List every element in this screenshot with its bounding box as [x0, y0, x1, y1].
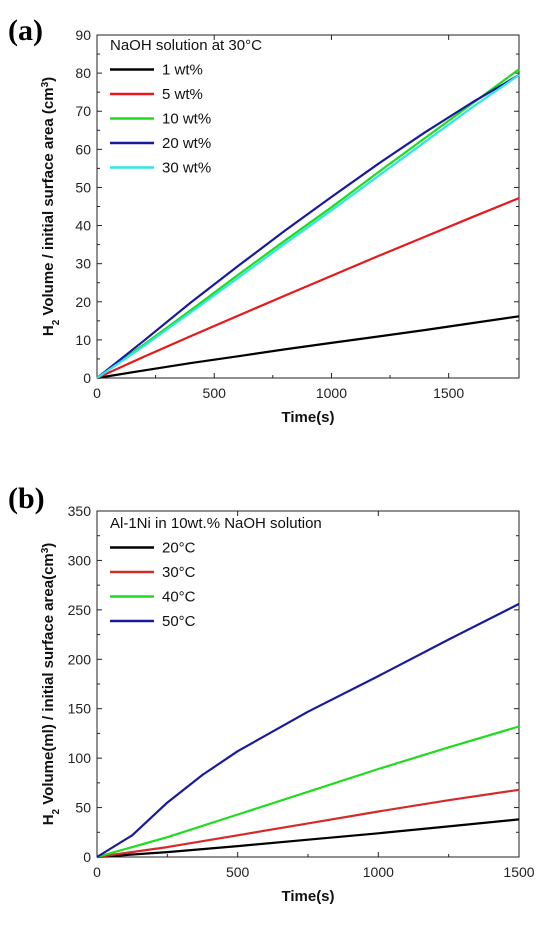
series-line-1 — [96, 818, 520, 859]
series-line-3 — [96, 68, 520, 379]
legend-label: 30°C — [162, 564, 196, 581]
legend-label: 30 wt% — [162, 160, 211, 177]
series-line-5 — [96, 74, 520, 379]
x-axis-title: Time(s) — [281, 888, 334, 905]
x-tick-label: 500 — [226, 864, 250, 880]
y-tick-label: 0 — [83, 370, 91, 386]
legend-label: 10 wt% — [162, 111, 211, 128]
y-tick-label: 40 — [75, 218, 91, 234]
y-tick-label: 60 — [75, 141, 91, 157]
x-tick-label: 500 — [203, 385, 227, 401]
y-tick-label: 80 — [75, 65, 91, 81]
legend-label: 1 wt% — [162, 62, 203, 79]
x-tick-label: 1500 — [503, 864, 534, 880]
legend-label: 20°C — [162, 540, 196, 557]
y-tick-label: 0 — [83, 849, 91, 865]
x-tick-label: 1500 — [433, 385, 464, 401]
y-tick-label: 90 — [75, 27, 91, 43]
y-tick-label: 50 — [75, 800, 91, 816]
series-line-1 — [96, 315, 520, 380]
series-line-4 — [96, 602, 520, 858]
y-tick-label: 50 — [75, 179, 91, 195]
panel-label: (b) — [8, 482, 45, 515]
y-tick-label: 30 — [75, 256, 91, 272]
plot-frame — [96, 510, 520, 858]
x-tick-label: 1000 — [363, 864, 394, 880]
series-line-2 — [96, 197, 520, 380]
y-tick-label: 100 — [68, 750, 92, 766]
legend-title: Al-1Ni in 10wt.% NaOH solution — [110, 515, 322, 532]
chart-panel-b: (b) 0 50 100 150 200 250 300 350 0 500 1000 1500 Time… — [0, 463, 550, 925]
panel-label: (a) — [8, 14, 43, 47]
legend-title: NaOH solution at 30°C — [110, 37, 262, 54]
chart-a: (a) 0 10 20 30 40 50 60 70 80 90 0 500 1000 1500 Time(s… — [8, 14, 520, 426]
series-line-2 — [96, 788, 520, 859]
chart-panel-a: (a) 0 10 20 30 40 50 60 70 80 90 0 500 1000 1500 Time(s… — [0, 0, 550, 462]
legend-label: 40°C — [162, 589, 196, 606]
series-line-3 — [96, 725, 520, 859]
y-tick-label: 350 — [68, 503, 92, 519]
y-tick-label: 200 — [68, 651, 92, 667]
x-tick-label: 1000 — [316, 385, 347, 401]
y-axis-title: H2 Volume / initial surface area (cm3) — [40, 77, 62, 336]
y-tick-label: 150 — [68, 701, 92, 717]
y-tick-label: 70 — [75, 103, 91, 119]
legend-label: 50°C — [162, 613, 196, 630]
legend-label: 5 wt% — [162, 86, 203, 103]
series-line-4 — [96, 74, 520, 379]
y-tick-label: 20 — [75, 294, 91, 310]
x-axis-title: Time(s) — [281, 409, 334, 426]
chart-b: (b) 0 50 100 150 200 250 300 350 0 500 1000 1500 Time… — [8, 482, 535, 905]
x-tick-label: 0 — [93, 385, 101, 401]
y-tick-label: 10 — [75, 332, 91, 348]
x-tick-label: 0 — [93, 864, 101, 880]
y-tick-label: 300 — [68, 552, 92, 568]
legend-label: 20 wt% — [162, 135, 211, 152]
y-tick-label: 250 — [68, 602, 92, 618]
y-axis-title: H2 Volume(ml) / initial surface area(cm3… — [40, 543, 62, 826]
